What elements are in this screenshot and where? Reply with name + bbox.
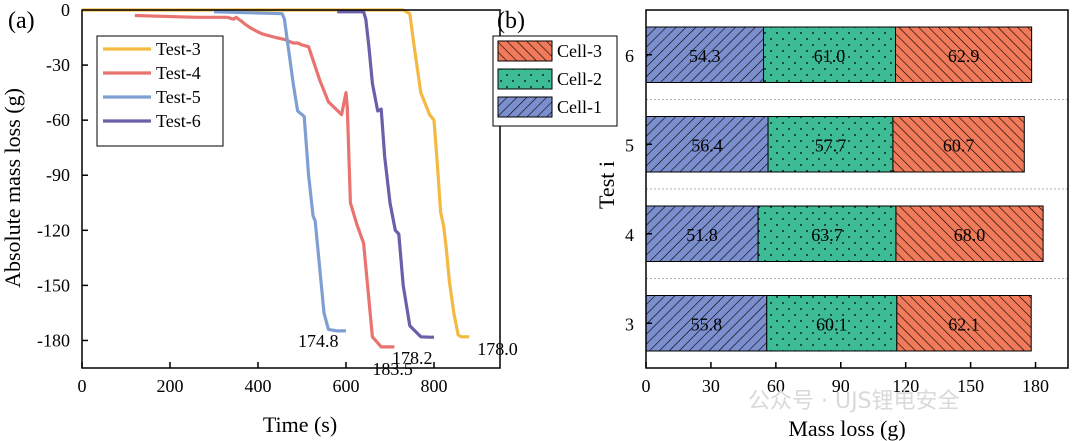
panel-a-y-tick-label: -30 — [46, 55, 70, 75]
panel-a-legend: Test-3 Test-4 Test-5 Test-6 — [96, 35, 224, 147]
panel-b-x-tick-label: 90 — [832, 376, 850, 396]
bar-segment-cell-1-test-4 — [645, 205, 759, 262]
legend-swatch-cell-3 — [497, 40, 553, 62]
bar-value-label-cell-2-test-3: 60.1 — [816, 314, 848, 334]
panel-a-y-tick-label: -150 — [37, 275, 70, 295]
bar-value-label-cell-3-test-5: 60.7 — [943, 135, 975, 155]
final-value-label-test-6: 178.2 — [392, 348, 433, 368]
panel-a-x-tick-label: 400 — [245, 376, 272, 396]
final-value-label-test-4: 183.5 — [372, 359, 413, 379]
panel-a-y-tick-label: -90 — [46, 165, 70, 185]
bar-segment-cell-2-test-5 — [767, 116, 894, 173]
panel-b-x-tick-label: 60 — [767, 376, 785, 396]
bar-segment-cell-2-test-4 — [757, 205, 897, 262]
panel-a-x-axis-title: Time (s) — [263, 412, 337, 437]
bar-segment-cell-3-test-5 — [892, 116, 1025, 173]
bar-value-label-cell-1-test-5: 56.4 — [691, 135, 723, 155]
panel-b-bar-chart: (b) Mass loss (g) Test i 55.8 60.1 62.1 51.… — [492, 8, 1069, 441]
bar-segment-cell-1-test-5 — [645, 116, 769, 173]
panel-b-axes-frame — [645, 9, 1069, 369]
bar-value-label-cell-1-test-3: 55.8 — [691, 314, 723, 334]
legend-swatch-cell-1 — [497, 96, 553, 118]
panel-a-x-tick-label: 800 — [421, 376, 448, 396]
series-line-test-6 — [337, 10, 434, 339]
final-value-label-test-5: 174.8 — [298, 331, 339, 351]
legend-label-cell-2: Cell-2 — [557, 69, 602, 89]
bar-value-label-cell-2-test-4: 63.7 — [811, 225, 843, 245]
bar-value-label-cell-1-test-6: 54.3 — [689, 46, 721, 66]
panel-b-y-axis-title: Test i — [594, 161, 619, 209]
panel-b-y-tick-label: 4 — [625, 225, 634, 245]
legend-label-test-6: Test-6 — [156, 111, 201, 131]
legend-label-cell-1: Cell-1 — [557, 97, 602, 117]
bar-segment-cell-3-test-6 — [895, 26, 1033, 83]
panel-a-line-chart: (a) Time (s) Absolute mass loss (g) 0 200… — [0, 0, 518, 437]
series-line-test-4 — [134, 13, 395, 349]
bar-value-label-cell-1-test-4: 51.8 — [686, 225, 718, 245]
panel-a-axes-frame — [81, 9, 501, 369]
panel-a-x-tick-label: 0 — [78, 376, 87, 396]
bar-value-label-cell-3-test-4: 68.0 — [954, 225, 986, 245]
legend-label-test-4: Test-4 — [156, 63, 201, 83]
bar-segment-cell-3-test-4 — [895, 205, 1044, 262]
legend-label-test-5: Test-5 — [156, 87, 201, 107]
series-line-test-3 — [82, 8, 470, 339]
panel-a-y-tick-label: -180 — [37, 330, 70, 350]
series-line-test-5 — [213, 10, 346, 333]
panel-a-y-axis-title: Absolute mass loss (g) — [0, 88, 25, 288]
panel-a-y-tick-label: 0 — [61, 0, 70, 20]
panel-b-y-tick-label: 3 — [625, 314, 634, 334]
panel-a-y-tick-label: -60 — [46, 110, 70, 130]
panel-b-x-tick-label: 180 — [1022, 376, 1049, 396]
bar-value-label-cell-3-test-3: 62.1 — [948, 314, 980, 334]
bar-segment-cell-1-test-6 — [645, 26, 765, 83]
bar-value-label-cell-2-test-6: 61.0 — [814, 46, 846, 66]
panel-a-y-tick-label: -120 — [37, 220, 70, 240]
bar-segment-cell-2-test-6 — [763, 26, 897, 83]
legend-label-cell-3: Cell-3 — [557, 41, 602, 61]
watermark-text: 公众号 · UJS锂电安全 — [748, 389, 960, 414]
panel-b-x-tick-label: 150 — [957, 376, 984, 396]
legend-label-test-3: Test-3 — [156, 39, 201, 59]
panel-b-y-tick-label: 5 — [625, 135, 634, 155]
panel-a-legend-box — [96, 35, 224, 147]
panel-a-label: (a) — [8, 8, 35, 34]
bar-value-label-cell-2-test-5: 57.7 — [815, 135, 847, 155]
bar-value-label-cell-3-test-6: 62.9 — [948, 46, 980, 66]
panel-b-y-tick-label: 6 — [625, 46, 634, 66]
panel-b-label: (b) — [497, 8, 525, 34]
panel-a-x-tick-label: 200 — [157, 376, 184, 396]
panel-b-x-tick-label: 0 — [642, 376, 651, 396]
legend-swatch-cell-2 — [497, 68, 553, 90]
panel-b-x-tick-label: 120 — [892, 376, 919, 396]
bar-segment-cell-3-test-3 — [896, 295, 1032, 352]
bar-segment-cell-2-test-3 — [766, 295, 898, 352]
final-value-label-test-3: 178.0 — [477, 339, 518, 359]
panel-b-legend: Cell-3 Cell-2 Cell-1 — [492, 35, 618, 127]
panel-a-x-tick-label: 600 — [333, 376, 360, 396]
panel-b-x-tick-label: 30 — [702, 376, 720, 396]
panel-b-x-axis-title: Mass loss (g) — [788, 416, 905, 441]
